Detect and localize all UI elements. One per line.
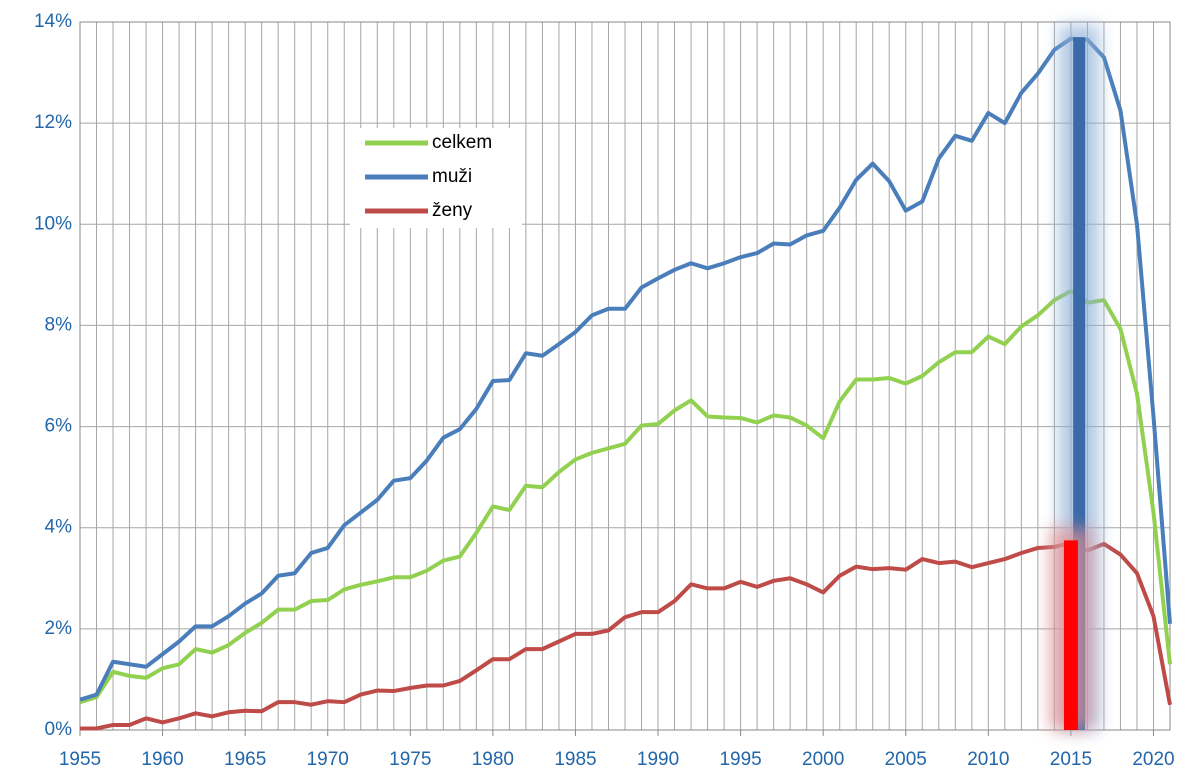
y-tick-label: 8% [45, 314, 73, 335]
legend: celkem muži ženy [350, 128, 522, 228]
series-line [80, 540, 1172, 731]
y-tick-label: 10% [34, 213, 72, 234]
x-tick-label: 2000 [802, 749, 844, 770]
series-line [79, 289, 1172, 705]
x-tick-label: 1990 [637, 749, 679, 770]
legend-label: muži [432, 166, 472, 187]
x-tick-label: 1995 [719, 749, 761, 770]
y-tick-label: 14% [34, 11, 72, 32]
series-line [79, 36, 1172, 702]
x-tick-label: 1955 [59, 749, 101, 770]
x-tick-label: 1960 [141, 749, 183, 770]
legend-label: celkem [432, 132, 492, 153]
plot-border [79, 21, 1171, 731]
x-tick-label: 1975 [389, 749, 431, 770]
y-tick-label: 12% [34, 112, 72, 133]
x-tick-label: 1970 [307, 749, 349, 770]
x-tick-label: 2005 [885, 749, 927, 770]
x-tick-label: 1980 [472, 749, 514, 770]
x-tick-label: 2015 [1050, 749, 1092, 770]
y-tick-label: 6% [45, 416, 73, 437]
y-tick-label: 4% [45, 517, 73, 538]
x-tick-label: 1985 [554, 749, 596, 770]
y-tick-label: 2% [45, 618, 73, 639]
y-tick-label: 0% [45, 719, 73, 740]
legend-label: ženy [432, 200, 473, 221]
x-tick-label: 1965 [224, 749, 266, 770]
highlight-bar [1063, 540, 1078, 730]
x-tick-label: 2010 [967, 749, 1009, 770]
x-tick-label: 2020 [1132, 749, 1174, 770]
